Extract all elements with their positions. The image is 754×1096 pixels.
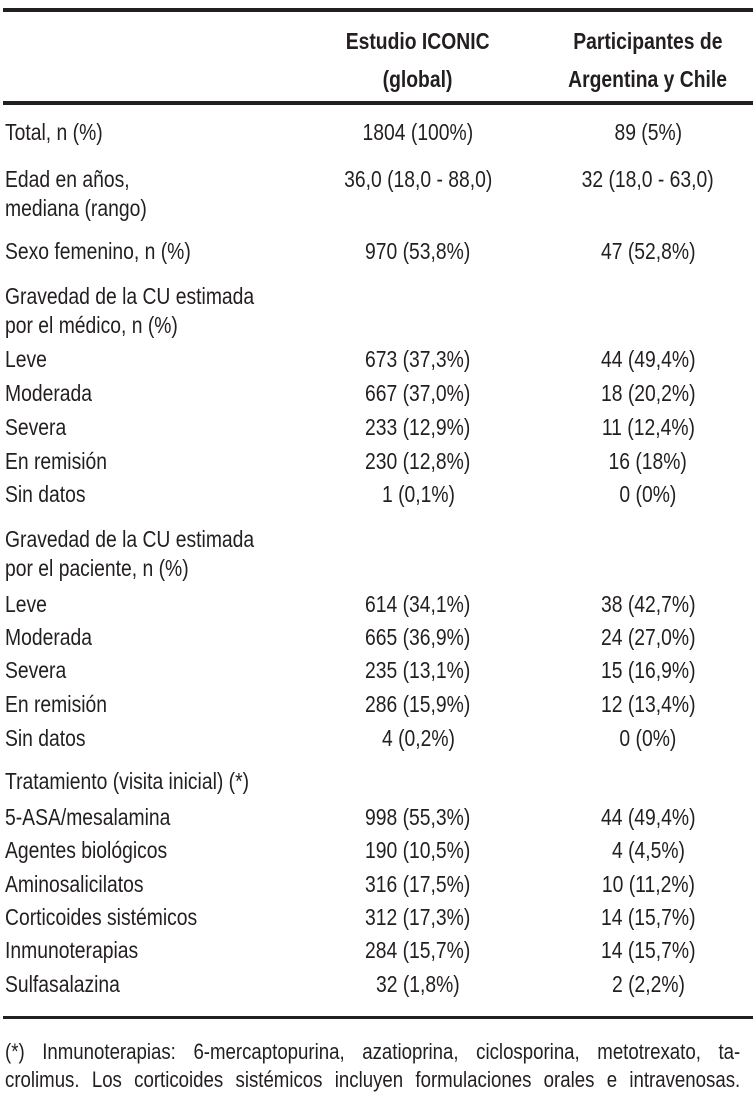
row-label: En remisión (5, 691, 108, 717)
value-argentina-chile: 15 (16,9%) (600, 657, 696, 683)
value-argentina-chile: 24 (27,0%) (600, 624, 696, 650)
value-argentina-chile: 16 (18%) (608, 448, 688, 474)
value-iconic-global: 312 (17,3%) (365, 904, 471, 930)
row-label: Moderada (5, 380, 93, 406)
value-iconic-global: 1804 (100%) (362, 119, 474, 145)
value-argentina-chile: 12 (13,4%) (600, 691, 696, 717)
row-label: Leve (5, 591, 47, 617)
row-label: Inmunoterapias (5, 937, 139, 963)
row-label: Moderada (5, 624, 93, 650)
value-iconic-global: 1 (0,1%) (381, 481, 455, 507)
value-argentina-chile: 44 (49,4%) (600, 346, 696, 372)
row-label: Gravedad de la CU estimada por el médico,… (5, 283, 255, 338)
row-label: Leve (5, 346, 47, 372)
header-iconic-line1: Estudio ICONIC (346, 28, 490, 54)
row-label: En remisión (5, 448, 108, 474)
row-label: Corticoides sistémicos (5, 904, 198, 930)
table-row: Gravedad de la CU estimada por el médico,… (0, 282, 754, 338)
value-argentina-chile: 47 (52,8%) (600, 238, 696, 264)
value-iconic-global (318, 282, 518, 311)
table-row: Edad en años, mediana (rango) 36,0 (18,0 -… (0, 165, 754, 221)
table-row: Tratamiento (visita inicial) (*) (0, 767, 754, 797)
value-iconic-global (318, 767, 518, 796)
row-label: Sin datos (5, 481, 86, 507)
row-label: Sulfasalazina (5, 971, 120, 997)
row-label: Edad en años, mediana (rango) (5, 166, 147, 221)
value-iconic-global: 286 (15,9%) (365, 691, 471, 717)
value-iconic-global: 316 (17,5%) (365, 871, 471, 897)
table-row: Leve 614 (34,1%) 38 (42,7%) (0, 590, 754, 620)
table-row: Severa 235 (13,1%) 15 (16,9%) (0, 656, 754, 686)
header-ac-line2: Argentina y Chile (568, 66, 728, 92)
header-iconic-line2: (global) (383, 66, 453, 92)
value-iconic-global: 4 (0,2%) (381, 725, 455, 751)
row-label: Gravedad de la CU estimada por el pacient… (5, 526, 255, 581)
table-row: Severa 233 (12,9%) 11 (12,4%) (0, 413, 754, 443)
value-argentina-chile: 89 (5%) (614, 119, 682, 145)
value-argentina-chile (548, 282, 748, 311)
value-argentina-chile: 14 (15,7%) (600, 937, 696, 963)
bottom-rule (3, 1016, 753, 1019)
value-iconic-global: 284 (15,7%) (365, 937, 471, 963)
footnote-line-1: (*) Inmunoterapias: 6-mercaptopurina, az… (5, 1039, 741, 1064)
row-label: Tratamiento (visita inicial) (*) (5, 768, 250, 794)
value-iconic-global: 235 (13,1%) (365, 657, 471, 683)
value-argentina-chile: 2 (2,2%) (611, 971, 685, 997)
value-iconic-global: 665 (36,9%) (365, 624, 471, 650)
value-iconic-global: 673 (37,3%) (365, 346, 471, 372)
table-row: Corticoides sistémicos 312 (17,3%) 14 (15,… (0, 903, 754, 933)
table-row: Sin datos 4 (0,2%) 0 (0%) (0, 724, 754, 754)
value-argentina-chile: 32 (18,0 - 63,0) (581, 166, 715, 192)
value-argentina-chile (548, 767, 748, 796)
row-label: Total, n (%) (5, 119, 103, 145)
footnote-line-2: crolimus. Los corticoides sistémicos inc… (5, 1067, 741, 1092)
row-label: Sin datos (5, 725, 86, 751)
value-iconic-global: 36,0 (18,0 - 88,0) (343, 166, 493, 192)
table-row: 5-ASA/mesalamina 998 (55,3%) 44 (49,4%) (0, 803, 754, 833)
table-row: Inmunoterapias 284 (15,7%) 14 (15,7%) (0, 936, 754, 966)
value-argentina-chile: 14 (15,7%) (600, 904, 696, 930)
table-row: Sexo femenino, n (%) 970 (53,8%) 47 (52,8%… (0, 237, 754, 267)
row-label: Sexo femenino, n (%) (5, 238, 191, 264)
table-row: Agentes biológicos 190 (10,5%) 4 (4,5%) (0, 836, 754, 866)
table-row: En remisión 286 (15,9%) 12 (13,4%) (0, 690, 754, 720)
value-iconic-global: 190 (10,5%) (365, 837, 471, 863)
table-row: Sulfasalazina 32 (1,8%) 2 (2,2%) (0, 970, 754, 1000)
row-label: Severa (5, 414, 67, 440)
value-iconic-global: 667 (37,0%) (365, 380, 471, 406)
value-argentina-chile: 18 (20,2%) (600, 380, 696, 406)
value-iconic-global (318, 525, 518, 554)
table-row: Gravedad de la CU estimada por el pacient… (0, 525, 754, 581)
table-row: Moderada 667 (37,0%) 18 (20,2%) (0, 379, 754, 409)
value-argentina-chile: 0 (0%) (619, 725, 677, 751)
value-argentina-chile: 10 (11,2%) (601, 871, 695, 897)
row-label: 5-ASA/mesalamina (5, 804, 171, 830)
value-iconic-global: 230 (12,8%) (365, 448, 471, 474)
table-row: Sin datos 1 (0,1%) 0 (0%) (0, 480, 754, 510)
header-ac-line1: Participantes de (573, 28, 723, 54)
value-argentina-chile: 38 (42,7%) (600, 591, 696, 617)
row-label: Aminosalicilatos (5, 871, 144, 897)
table-row: Leve 673 (37,3%) 44 (49,4%) (0, 345, 754, 375)
header-rule (3, 101, 753, 105)
value-argentina-chile: 11 (12,4%) (601, 414, 695, 440)
top-rule (3, 8, 753, 12)
value-iconic-global: 998 (55,3%) (365, 804, 471, 830)
table-row: Moderada 665 (36,9%) 24 (27,0%) (0, 623, 754, 653)
value-argentina-chile: 4 (4,5%) (611, 837, 685, 863)
value-iconic-global: 233 (12,9%) (365, 414, 471, 440)
row-label: Agentes biológicos (5, 837, 168, 863)
header-argentina-chile: Participantes de Argentina y Chile (538, 22, 754, 98)
row-label: Severa (5, 657, 67, 683)
value-iconic-global: 32 (1,8%) (376, 971, 460, 997)
value-argentina-chile: 44 (49,4%) (600, 804, 696, 830)
value-iconic-global: 614 (34,1%) (365, 591, 471, 617)
value-iconic-global: 970 (53,8%) (365, 238, 471, 264)
header-iconic: Estudio ICONIC (global) (318, 22, 518, 98)
table-row: Aminosalicilatos 316 (17,5%) 10 (11,2%) (0, 870, 754, 900)
value-argentina-chile (548, 525, 748, 554)
table-row: En remisión 230 (12,8%) 16 (18%) (0, 447, 754, 477)
value-argentina-chile: 0 (0%) (619, 481, 677, 507)
table-row: Total, n (%) 1804 (100%) 89 (5%) (0, 118, 754, 148)
